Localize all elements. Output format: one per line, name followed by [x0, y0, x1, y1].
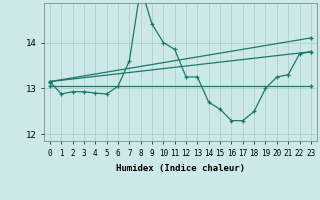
- X-axis label: Humidex (Indice chaleur): Humidex (Indice chaleur): [116, 164, 245, 173]
